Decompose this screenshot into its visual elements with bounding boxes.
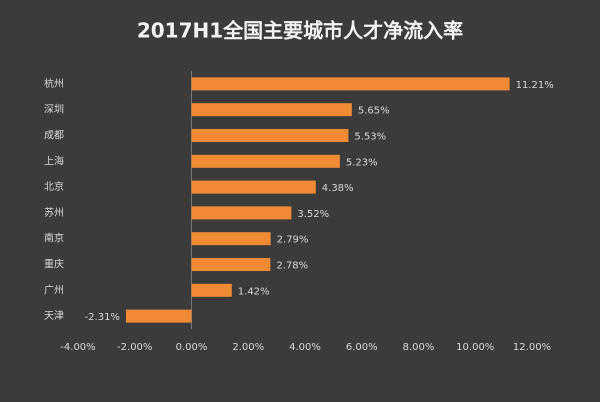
bar [191, 206, 292, 220]
x-tick-label: 0.00% [176, 342, 208, 353]
bar [191, 232, 271, 246]
y-tick-label: 苏州 [44, 206, 64, 219]
value-label: 3.52% [297, 209, 329, 220]
x-tick-label: 6.00% [346, 342, 378, 353]
x-tick-label: 12.00% [513, 342, 551, 353]
value-label: 5.65% [358, 106, 390, 117]
y-tick-label: 南京 [44, 232, 64, 245]
x-tick-label: -2.00% [117, 342, 152, 353]
value-label: 1.42% [238, 286, 270, 297]
x-tick-label: 2.00% [232, 342, 264, 353]
value-label: 4.38% [322, 183, 354, 194]
bar [191, 77, 510, 91]
bar [191, 129, 349, 142]
bar [191, 103, 352, 117]
chart-title: 2017H1全国主要城市人才净流入率 [137, 19, 463, 43]
bar [191, 283, 232, 297]
value-label: -2.31% [85, 312, 120, 323]
x-tick-label: 4.00% [289, 342, 321, 353]
y-tick-label: 成都 [44, 130, 64, 142]
bar [191, 154, 340, 168]
bar [191, 180, 316, 194]
bar [191, 258, 271, 271]
value-label: 2.79% [277, 235, 309, 246]
y-tick-label: 重庆 [44, 258, 64, 271]
value-label: 2.78% [276, 261, 308, 272]
x-tick-label: -4.00% [60, 342, 95, 353]
bar [125, 309, 192, 323]
y-tick-label: 北京 [44, 180, 64, 193]
y-tick-label: 杭州 [44, 77, 64, 90]
value-label: 5.53% [354, 132, 386, 143]
value-label: 11.21% [516, 80, 554, 91]
x-tick-label: 8.00% [403, 342, 435, 353]
y-tick-label: 深圳 [44, 104, 64, 116]
y-tick-label: 广州 [44, 284, 64, 296]
y-tick-label: 天津 [44, 310, 64, 322]
y-tick-label: 上海 [44, 154, 64, 167]
value-label: 5.23% [346, 157, 378, 168]
x-tick-label: 10.00% [456, 342, 494, 353]
